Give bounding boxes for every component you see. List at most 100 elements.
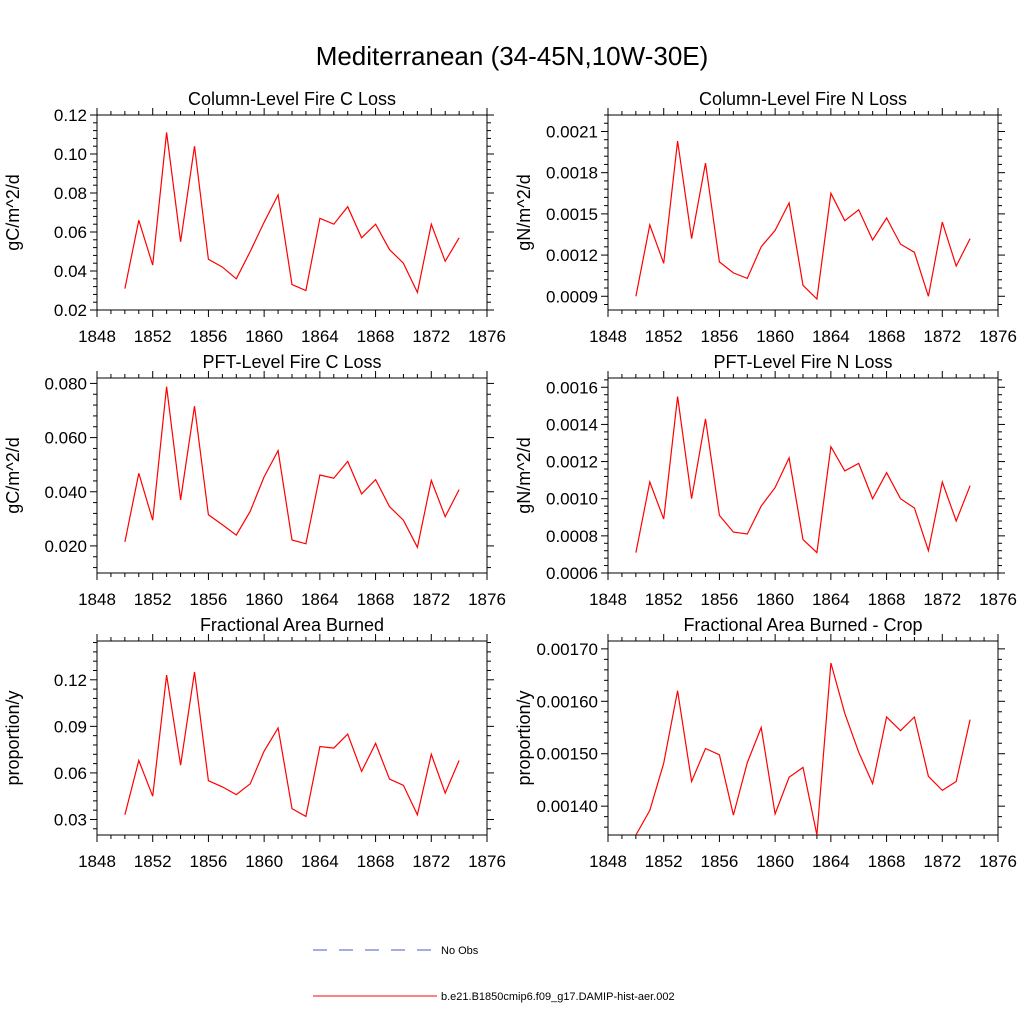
x-tick-label: 1856 [190,327,228,346]
chart-panel-6: 1848 1852 1856 1860 1864 1868 1872 1876 0.00140 0… [514,615,1017,871]
x-tick-label: 1860 [756,327,794,346]
y-axis-label: gC/m^2/d [3,437,23,513]
plot-frame [607,114,999,311]
x-tick-label: 1852 [134,327,172,346]
x-tick-label: 1860 [245,852,283,871]
x-tick-label: 1868 [868,852,906,871]
y-tick-label: 0.0014 [546,415,598,434]
x-tick-label: 1868 [357,327,395,346]
y-tick-label: 0.0018 [546,164,598,183]
x-tick-label: 1872 [923,590,961,609]
x-tick-label: 1860 [245,590,283,609]
x-tick-label: 1872 [412,590,450,609]
panels: 1848 1852 1856 1860 1864 1868 1872 1876 0.02 0.04… [3,89,1017,871]
plot-frame [607,377,999,574]
x-tick-label: 1848 [78,590,116,609]
chart-panel-4: 1848 1852 1856 1860 1864 1868 1872 1876 0.0006 0.… [514,352,1017,609]
x-tick-label: 1876 [979,590,1017,609]
x-tick-label: 1864 [812,852,850,871]
y-tick-label: 0.06 [54,223,87,242]
y-tick-label: 0.00140 [537,797,598,816]
x-tick-label: 1868 [357,590,395,609]
x-tick-label: 1872 [923,852,961,871]
y-tick-label: 0.0008 [546,527,598,546]
x-tick-label: 1876 [468,590,506,609]
y-tick-label: 0.0006 [546,564,598,583]
series-line [635,141,971,301]
panel-title: Column-Level Fire N Loss [699,89,907,109]
x-tick-label: 1852 [645,590,683,609]
x-tick-label: 1848 [589,852,627,871]
x-tick-label: 1864 [301,327,339,346]
y-tick-label: 0.09 [54,717,87,736]
series-line [635,662,971,835]
x-tick-label: 1872 [412,852,450,871]
y-tick-label: 0.0021 [546,122,598,141]
y-tick-label: 0.0010 [546,490,598,509]
x-tick-label: 1868 [868,327,906,346]
y-tick-label: 0.040 [44,483,87,502]
x-tick-label: 1876 [468,852,506,871]
x-tick-label: 1852 [134,852,172,871]
x-tick-label: 1852 [645,327,683,346]
x-tick-label: 1864 [812,327,850,346]
x-tick-label: 1856 [190,852,228,871]
y-tick-label: 0.12 [54,106,87,125]
y-axis-label: proportion/y [3,690,23,785]
x-tick-label: 1856 [701,852,739,871]
x-tick-label: 1876 [979,327,1017,346]
y-tick-label: 0.00160 [537,692,598,711]
y-axis-label: gC/m^2/d [3,174,23,250]
x-tick-label: 1872 [412,327,450,346]
y-tick-label: 0.03 [54,810,87,829]
chart-panel-2: 1848 1852 1856 1860 1864 1868 1872 1876 0.0009 0.… [514,89,1017,346]
legend: No Obs b.e21.B1850cmip6.f09_g17.DAMIP-his… [313,945,675,1003]
chart-panel-3: 1848 1852 1856 1860 1864 1868 1872 1876 0.020 0.0… [3,352,506,609]
series-line [124,386,460,550]
x-tick-label: 1876 [979,852,1017,871]
y-tick-label: 0.080 [44,374,87,393]
y-axis-label: gN/m^2/d [514,174,534,250]
chart-panel-5: 1848 1852 1856 1860 1864 1868 1872 1876 0.03 0.06… [3,615,506,871]
legend-label: No Obs [441,945,479,957]
x-tick-label: 1852 [134,590,172,609]
x-tick-label: 1860 [756,590,794,609]
x-tick-label: 1848 [78,852,116,871]
series-line [124,132,460,295]
y-tick-label: 0.12 [54,671,87,690]
panel-title: Column-Level Fire C Loss [188,89,396,109]
x-tick-label: 1848 [589,590,627,609]
series-line [124,671,460,818]
y-tick-label: 0.02 [54,301,87,320]
panel-title: Fractional Area Burned [200,615,384,635]
x-tick-label: 1864 [301,852,339,871]
x-tick-label: 1876 [468,327,506,346]
x-tick-label: 1864 [301,590,339,609]
figure-title: Mediterranean (34-45N,10W-30E) [316,41,709,71]
x-tick-label: 1848 [589,327,627,346]
y-tick-label: 0.00170 [537,640,598,659]
x-tick-label: 1868 [357,852,395,871]
y-tick-label: 0.0016 [546,378,598,397]
y-tick-label: 0.0012 [546,246,598,265]
x-tick-label: 1856 [701,590,739,609]
y-tick-label: 0.06 [54,764,87,783]
panel-title: Fractional Area Burned - Crop [683,615,922,635]
x-tick-label: 1868 [868,590,906,609]
chart-panel-1: 1848 1852 1856 1860 1864 1868 1872 1876 0.02 0.04… [3,89,506,346]
y-tick-label: 0.0009 [546,287,598,306]
x-tick-label: 1856 [701,327,739,346]
y-tick-label: 0.04 [54,262,87,281]
y-tick-label: 0.060 [44,429,87,448]
plot-frame [607,640,999,836]
y-tick-label: 0.00150 [537,745,598,764]
x-tick-label: 1848 [78,327,116,346]
x-tick-label: 1872 [923,327,961,346]
x-tick-label: 1860 [756,852,794,871]
y-tick-label: 0.0015 [546,205,598,224]
panel-title: PFT-Level Fire N Loss [713,352,892,372]
series-line [635,396,971,554]
y-tick-label: 0.08 [54,184,87,203]
plot-frame [96,377,488,574]
